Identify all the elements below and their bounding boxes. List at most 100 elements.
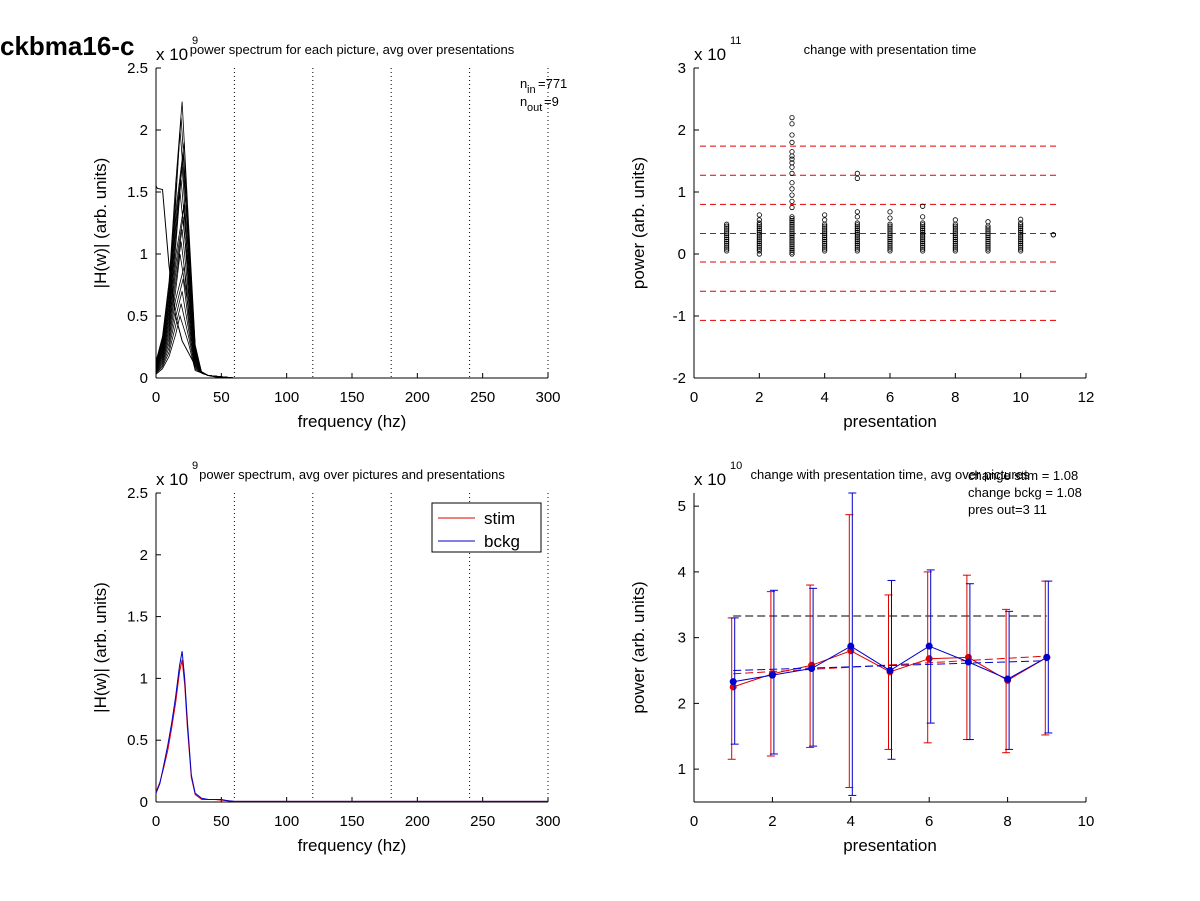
data-point	[952, 223, 958, 229]
data-point	[789, 225, 795, 231]
data-point	[854, 233, 860, 239]
data-point	[1018, 239, 1024, 245]
n-in-symbol: n	[520, 76, 527, 91]
data-point	[789, 230, 795, 237]
data-point	[789, 204, 795, 211]
data-point	[789, 221, 795, 227]
data-point	[789, 216, 795, 222]
data-point	[854, 242, 860, 248]
y-axis-label: power (arb. units)	[629, 581, 648, 713]
data-point	[920, 203, 926, 209]
data-point	[1018, 225, 1024, 232]
y-tick-label: 2	[140, 547, 148, 564]
data-point	[756, 224, 762, 230]
x-axis-label: presentation	[843, 412, 937, 431]
data-point	[822, 244, 828, 250]
y-tick-label: 5	[678, 498, 686, 515]
data-point	[724, 229, 730, 235]
data-point	[789, 232, 795, 238]
data-point	[985, 240, 991, 246]
trend-line-bckg	[733, 660, 1047, 672]
data-point	[985, 234, 991, 241]
data-point	[952, 234, 958, 241]
data-point	[756, 240, 762, 247]
data-point	[756, 225, 762, 232]
data-point	[756, 229, 762, 235]
chart-title: power spectrum for each picture, avg ove…	[190, 42, 515, 57]
data-point	[756, 212, 762, 218]
picture-spectrum-line	[155, 291, 548, 379]
data-point	[724, 227, 730, 233]
panel-spectrum-average: 0 50 100 150 200 250 300 0 0.5 1 1.5 2 2.5 frequency …	[91, 460, 561, 855]
picture-spectrum-line	[155, 278, 548, 379]
data-point	[920, 229, 926, 235]
data-point	[920, 231, 926, 237]
y-tick-label: 1	[140, 246, 148, 263]
data-point-bckg	[847, 642, 855, 650]
data-point	[1018, 233, 1024, 239]
data-point	[724, 246, 730, 252]
x-axis-label: frequency (hz)	[298, 412, 407, 431]
data-point	[854, 225, 860, 232]
stats-annotation: change bckg = 1.08	[968, 485, 1082, 500]
data-point	[789, 242, 795, 248]
data-point	[1018, 235, 1024, 241]
data-point	[789, 214, 795, 220]
data-point	[887, 229, 893, 235]
data-point	[756, 233, 762, 239]
n-in-subscript: in	[527, 84, 536, 96]
data-point	[887, 234, 893, 241]
x-tick-label: 0	[690, 813, 698, 830]
legend-box	[431, 502, 542, 553]
data-point	[789, 243, 795, 250]
data-point	[789, 238, 795, 244]
data-point	[756, 222, 762, 228]
x-tick-label: 200	[405, 389, 430, 406]
data-point	[756, 220, 762, 226]
data-point	[724, 221, 730, 227]
data-point	[920, 225, 926, 232]
y-tick-label: 3	[678, 630, 686, 647]
picture-spectrum-line	[155, 216, 548, 379]
data-point	[822, 223, 828, 229]
picture-spectrum-line	[155, 266, 548, 379]
x-axis-label: frequency (hz)	[298, 836, 407, 855]
data-point	[822, 238, 828, 244]
data-point	[854, 209, 860, 215]
data-point	[724, 240, 730, 246]
axis-exponent: 9	[192, 35, 198, 47]
y-tick-label: 2	[678, 122, 686, 139]
y-tick-label: 0	[140, 794, 148, 811]
data-point	[920, 246, 926, 252]
data-point	[1018, 220, 1024, 226]
data-point	[789, 249, 795, 255]
data-point	[724, 244, 730, 250]
data-point	[822, 234, 828, 241]
data-point	[887, 242, 893, 248]
data-point	[920, 233, 926, 239]
y-axis-label: |H(w)| (arb. units)	[91, 582, 110, 713]
n-out-subscript: out	[527, 102, 542, 114]
data-point	[887, 240, 893, 246]
x-tick-label: 250	[470, 813, 495, 830]
data-point	[887, 233, 893, 239]
data-point	[822, 225, 828, 231]
data-point	[822, 246, 828, 252]
data-point	[920, 239, 926, 245]
data-point	[920, 224, 926, 230]
data-point	[1018, 224, 1024, 230]
data-point	[789, 247, 795, 253]
x-tick-label: 50	[213, 813, 230, 830]
n-out-symbol: n	[520, 94, 527, 109]
data-point	[952, 227, 958, 233]
data-point	[1018, 229, 1024, 235]
data-point	[952, 244, 958, 250]
x-tick-label: 0	[690, 389, 698, 406]
data-point	[789, 223, 795, 229]
y-tick-label: 0	[140, 370, 148, 387]
stats-annotation: change stim = 1.08	[968, 468, 1078, 483]
data-point	[789, 217, 795, 224]
x-tick-label: 4	[847, 813, 855, 830]
axis-exponent-base: x 10	[156, 45, 188, 64]
